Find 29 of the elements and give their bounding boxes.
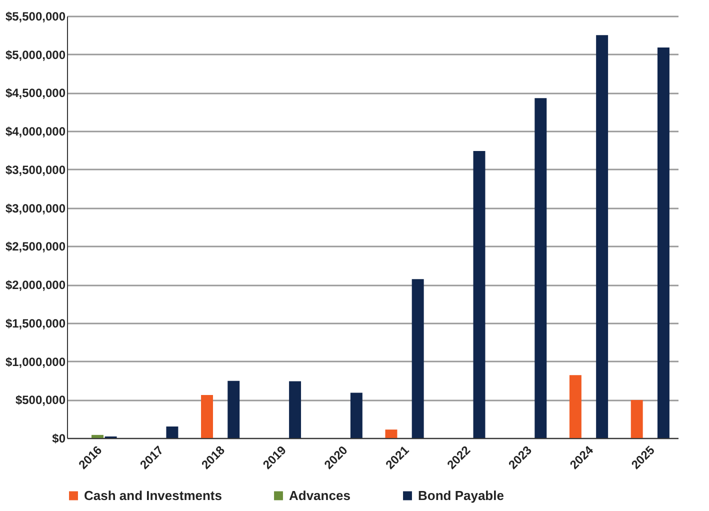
legend-label: Advances — [289, 488, 350, 503]
bar — [289, 381, 302, 438]
legend-label: Cash and Investments — [84, 488, 222, 503]
bar — [569, 375, 582, 438]
y-tick-label: $500,000 — [15, 393, 66, 408]
bar — [473, 151, 486, 438]
y-tick-label: $0 — [52, 432, 66, 446]
y-tick-label: $3,000,000 — [5, 201, 66, 216]
bar — [657, 47, 670, 438]
y-tick-label: $2,000,000 — [5, 278, 66, 292]
bar — [412, 279, 424, 438]
y-tick-label: $2,500,000 — [5, 240, 66, 254]
bar — [228, 380, 240, 438]
y-tick-label: $1,500,000 — [5, 316, 66, 330]
bar — [92, 434, 104, 438]
bar — [596, 35, 608, 438]
y-tick-label: $4,500,000 — [5, 86, 66, 100]
bar — [534, 98, 547, 438]
bar — [350, 392, 362, 438]
bar — [166, 426, 178, 438]
y-tick-label: $5,000,000 — [5, 48, 66, 62]
legend-label: Bond Payable — [418, 488, 504, 503]
y-tick-label: $1,000,000 — [5, 354, 66, 369]
y-tick-label: $5,500,000 — [5, 10, 66, 24]
y-tick-label: $4,000,000 — [5, 124, 66, 139]
bar — [385, 430, 398, 438]
bar — [201, 395, 213, 438]
y-tick-label: $3,500,000 — [5, 162, 66, 177]
bar — [630, 400, 643, 438]
